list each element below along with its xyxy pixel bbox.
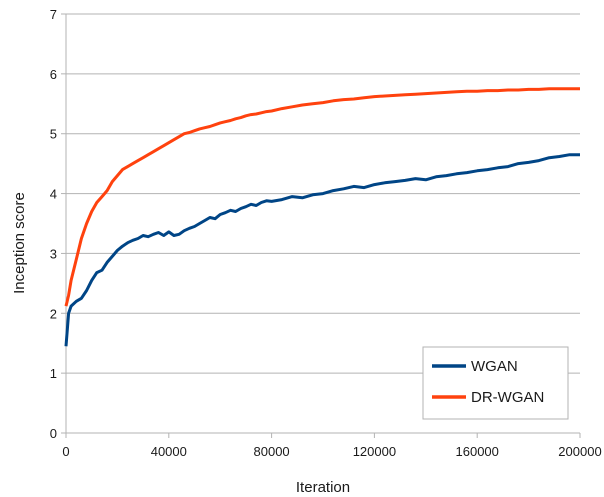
y-tick-label: 0: [50, 426, 57, 441]
legend-box: [422, 346, 569, 420]
series-line-wgan: [64, 153, 580, 347]
x-axis-title: Iteration: [296, 479, 350, 496]
series: [64, 87, 580, 347]
x-tick-label: 160000: [456, 444, 499, 459]
x-tick-label: 120000: [353, 444, 396, 459]
y-tick-label: 4: [50, 187, 57, 202]
x-tick-label: 200000: [558, 444, 601, 459]
y-tick-label: 2: [50, 306, 57, 321]
y-tick-label: 1: [50, 366, 57, 381]
y-tick-label: 5: [50, 127, 57, 142]
y-tick-label: 7: [50, 7, 57, 22]
legend-label-dr-wgan: DR-WGAN: [471, 389, 544, 406]
x-tick-label: 80000: [254, 444, 290, 459]
y-axis-title: Inception score: [11, 192, 28, 294]
legend-label-wgan: WGAN: [471, 358, 518, 375]
series-line-dr-wgan: [64, 87, 580, 307]
x-tick-label: 40000: [151, 444, 187, 459]
x-tick-label: 0: [62, 444, 69, 459]
y-tick-label: 3: [50, 246, 57, 261]
y-tick-label: 6: [50, 67, 57, 82]
tick-labels: 0 1 2 3 4 5 6 7 0 40000 80000 120000 160000 200000: [50, 7, 602, 459]
legend: WGAN DR-WGAN: [422, 346, 569, 420]
axes: [61, 13, 581, 438]
